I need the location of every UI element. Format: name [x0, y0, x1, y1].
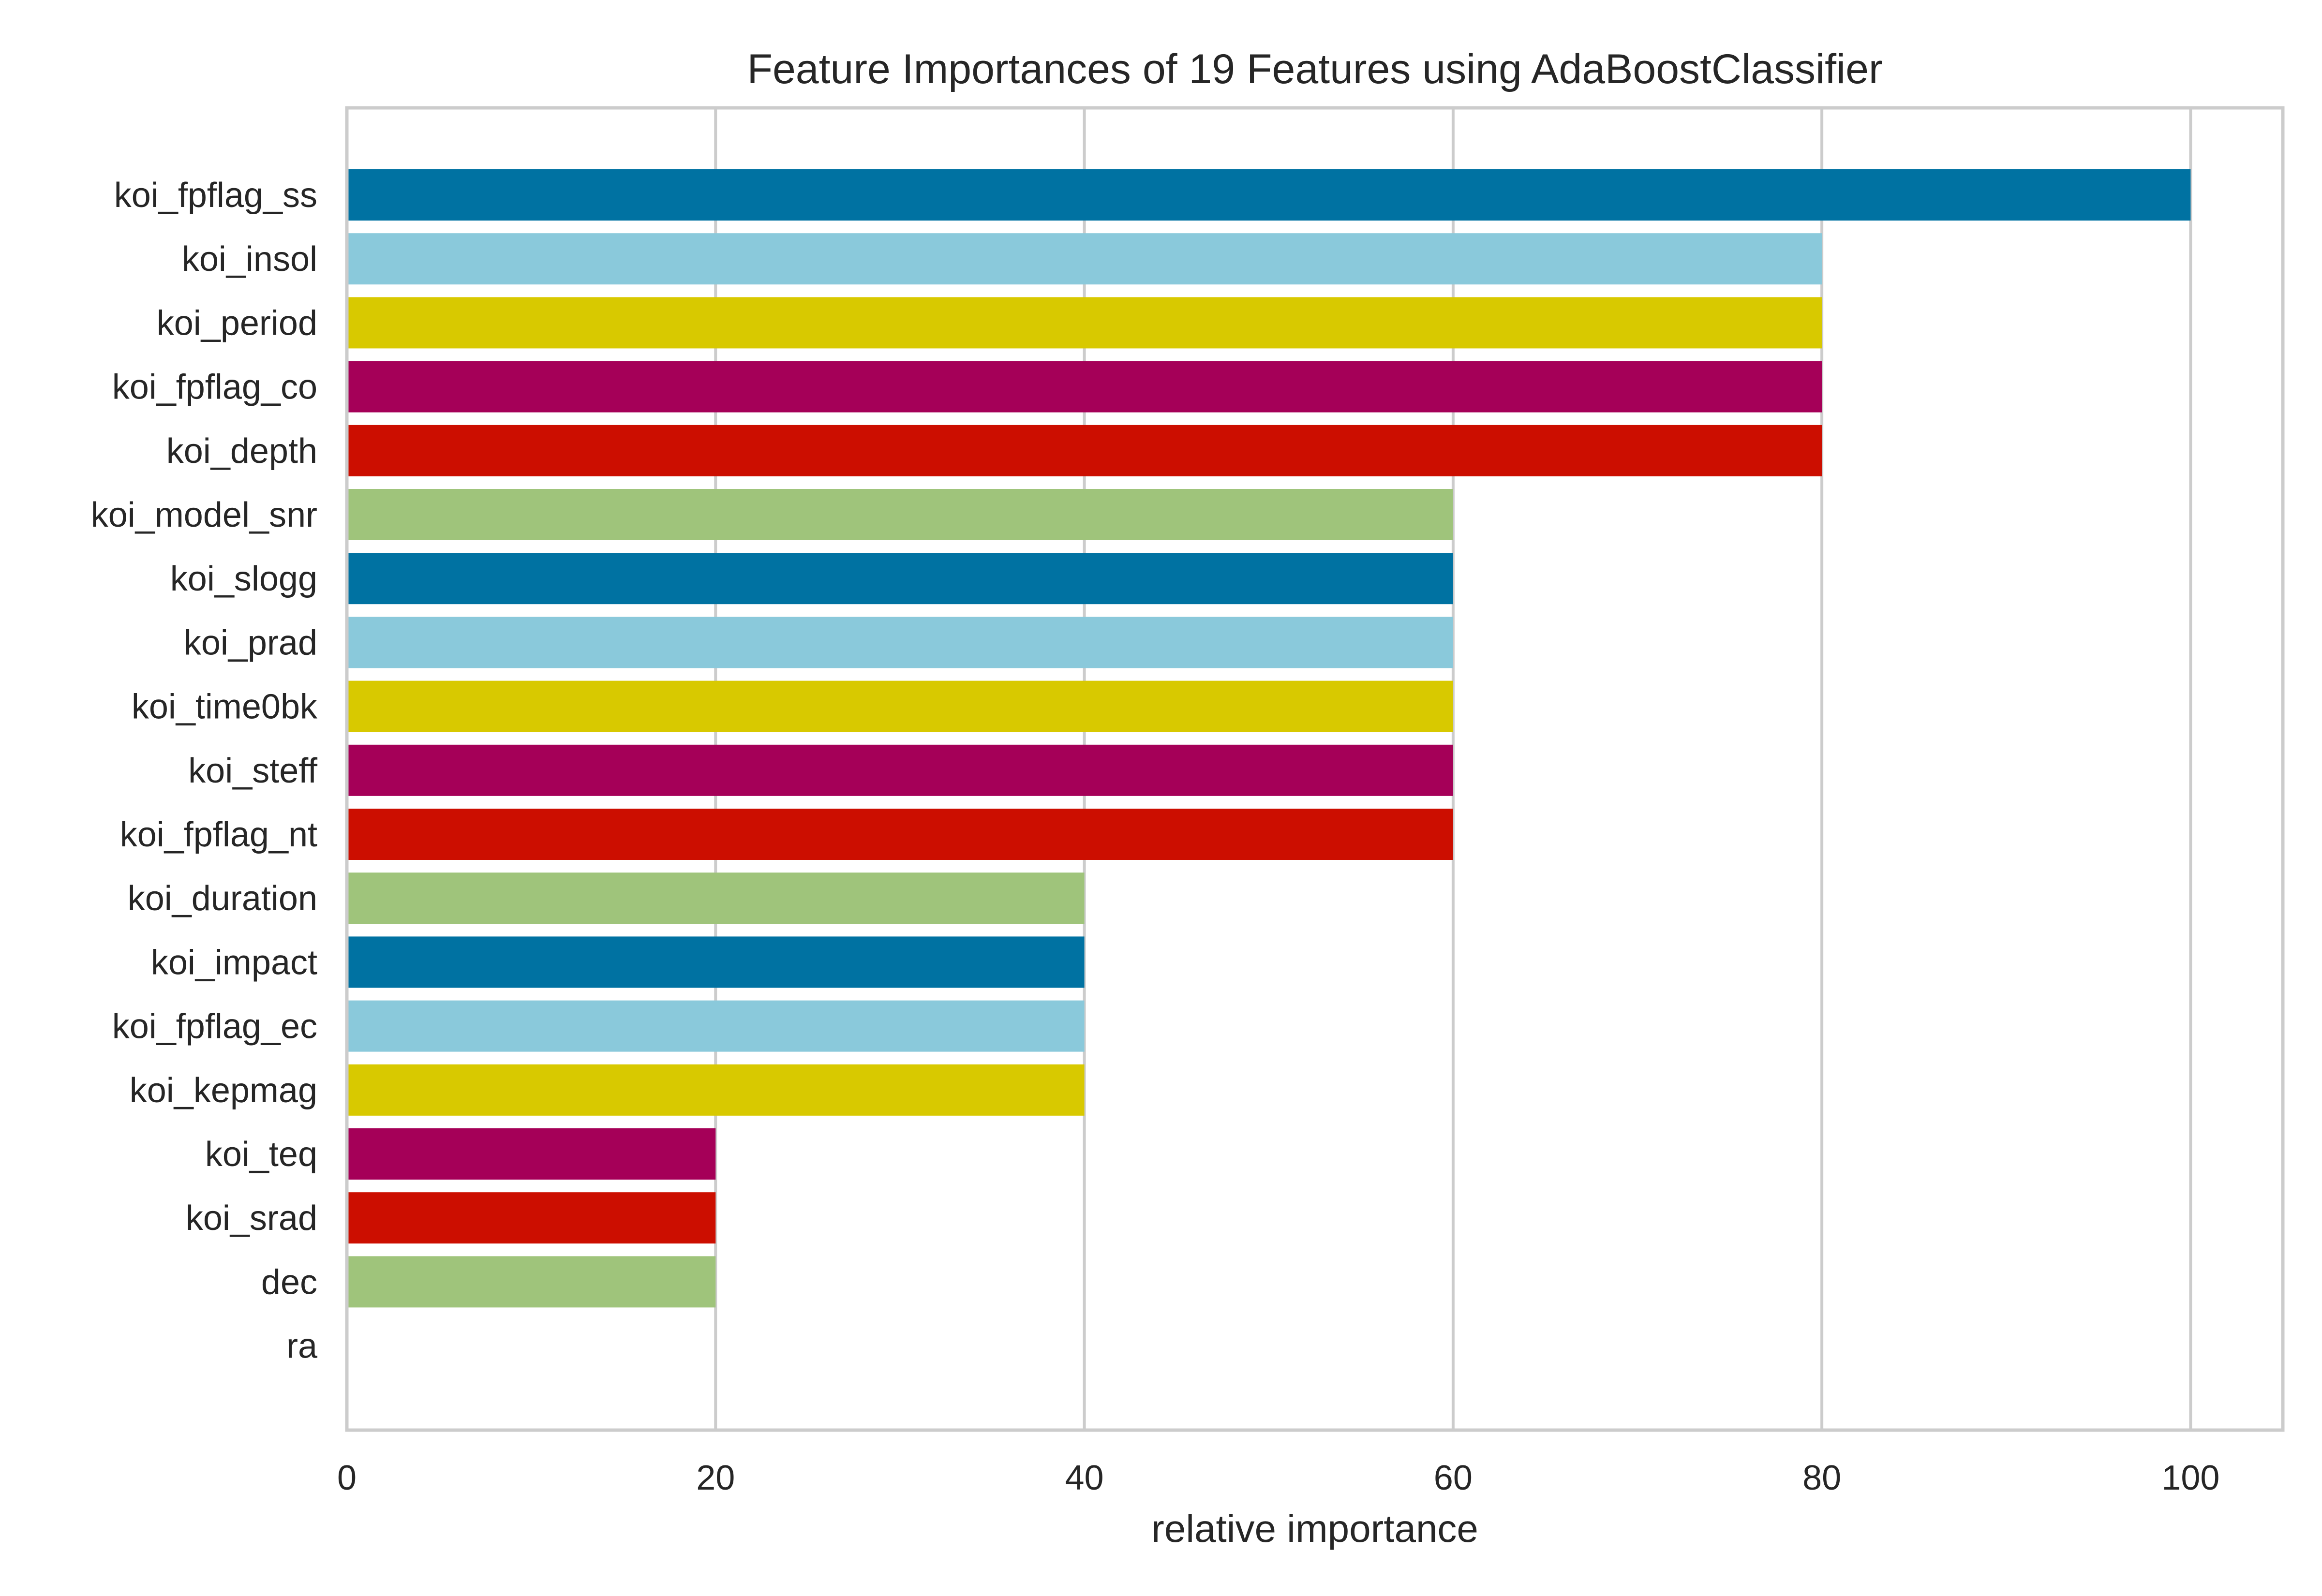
bar-koi-srad: [347, 1192, 716, 1244]
bar-koi-time0bk: [347, 680, 1453, 732]
y-tick-label: ra: [286, 1327, 318, 1366]
y-tick-label: koi_steff: [188, 752, 318, 790]
bar-koi-depth: [347, 425, 1822, 476]
y-tick-label: koi_duration: [128, 879, 317, 918]
y-tick-label: koi_fpflag_co: [112, 368, 317, 407]
bar-koi-prad: [347, 617, 1453, 668]
y-tick-label: koi_fpflag_ec: [112, 1007, 317, 1046]
y-tick-label: koi_insol: [182, 240, 317, 279]
y-tick-label: koi_impact: [151, 943, 317, 982]
bar-koi-steff: [347, 744, 1453, 796]
bar-dec: [347, 1256, 716, 1308]
bar-koi-fpflag-nt: [347, 809, 1453, 860]
y-tick-label: dec: [261, 1263, 317, 1301]
y-tick-label: koi_depth: [166, 432, 317, 471]
x-axis-tick-labels: 0 20 40 60 80 100: [337, 1459, 2220, 1497]
plot-frame: [345, 106, 2285, 1432]
x-tick-label: 100: [2161, 1459, 2219, 1497]
bar-koi-model-snr: [347, 489, 1453, 540]
x-tick-label: 60: [1434, 1459, 1473, 1497]
bar-koi-fpflag-ec: [347, 1000, 1085, 1052]
bars: [347, 169, 2191, 1308]
y-tick-label: koi_fpflag_nt: [120, 815, 317, 854]
bar-koi-insol: [347, 233, 1822, 285]
bar-koi-fpflag-ss: [347, 169, 2191, 221]
y-tick-label: koi_kepmag: [130, 1071, 317, 1110]
x-tick-label: 40: [1065, 1459, 1104, 1497]
y-tick-label: koi_model_snr: [91, 496, 317, 534]
bar-koi-fpflag-co: [347, 361, 1822, 413]
bar-koi-impact: [347, 936, 1085, 988]
y-tick-label: koi_slogg: [170, 560, 317, 598]
bar-koi-teq: [347, 1128, 716, 1180]
x-tick-label: 20: [696, 1459, 735, 1497]
x-axis-label: relative importance: [1151, 1507, 1478, 1550]
y-tick-label: koi_prad: [184, 623, 317, 662]
y-tick-label: koi_time0bk: [132, 688, 318, 726]
bar-koi-kepmag: [347, 1064, 1085, 1116]
y-axis-tick-labels: koi_fpflag_ss koi_insol koi_period koi_fpfl…: [91, 176, 318, 1366]
bar-koi-duration: [347, 872, 1085, 924]
chart-title: Feature Importances of 19 Features using…: [747, 46, 1882, 92]
y-tick-label: koi_fpflag_ss: [114, 176, 317, 215]
y-tick-label: koi_teq: [205, 1135, 317, 1174]
y-tick-label: koi_period: [157, 304, 317, 342]
x-tick-label: 0: [337, 1459, 357, 1497]
x-tick-label: 80: [1802, 1459, 1841, 1497]
bar-koi-slogg: [347, 553, 1453, 605]
y-tick-label: koi_srad: [186, 1199, 317, 1238]
bar-koi-period: [347, 297, 1822, 349]
